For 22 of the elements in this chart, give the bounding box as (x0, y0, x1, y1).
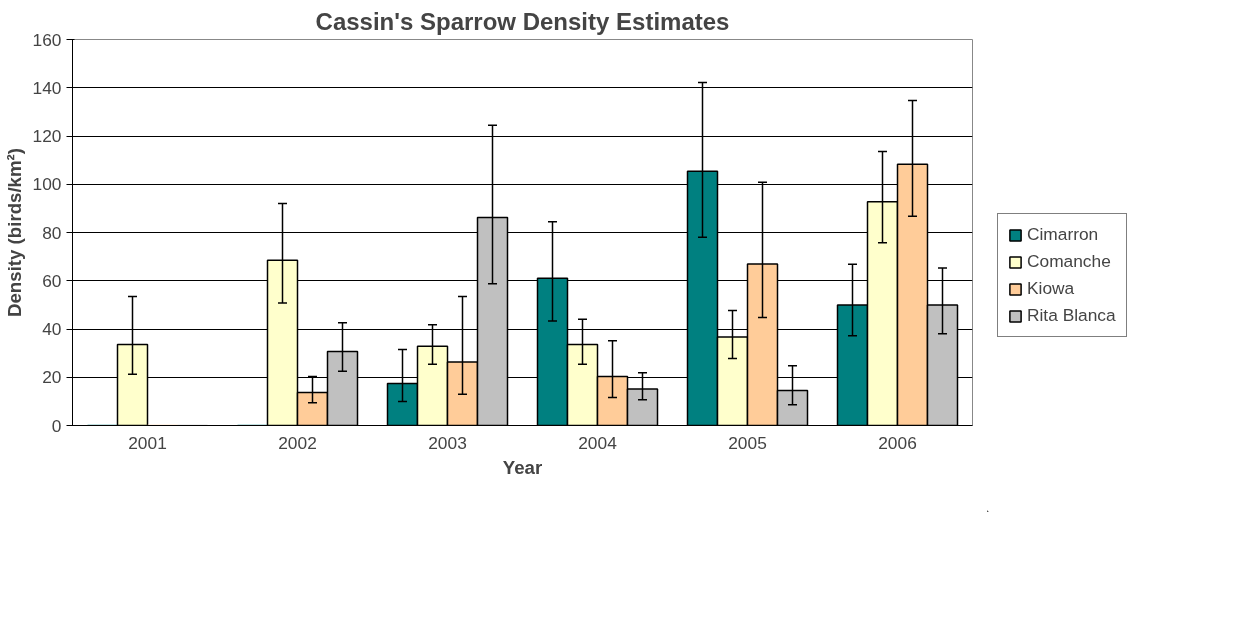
x-tick-label: 2003 (428, 432, 467, 453)
x-tick-label: 2004 (578, 432, 618, 453)
legend-label: Kiowa (1027, 278, 1075, 299)
legend-label: Rita Blanca (1027, 305, 1116, 326)
chart-title: Cassin's Sparrow Density Estimates (315, 7, 730, 35)
y-tick-label: 140 (32, 77, 62, 98)
x-tick-label: 2002 (278, 432, 317, 453)
y-tick-label: 60 (42, 270, 62, 291)
y-tick-label: 100 (32, 174, 62, 195)
x-tick-label: 2001 (128, 432, 167, 453)
y-tick-label: 20 (42, 367, 62, 388)
y-tick-label: 40 (42, 319, 62, 339)
x-axis-title: Year (502, 456, 543, 478)
x-tick-label: 2006 (878, 432, 917, 453)
x-tick-label: 2005 (728, 432, 767, 453)
y-tick-label: 80 (42, 222, 62, 243)
legend-label: Cimarron (1027, 224, 1099, 245)
y-tick-label: 120 (32, 126, 62, 146)
y-axis-title: Density (birds/km²) (3, 148, 25, 317)
y-tick-label: 0 (51, 415, 62, 436)
legend-label: Comanche (1027, 251, 1111, 272)
y-tick-label: 160 (32, 29, 62, 50)
